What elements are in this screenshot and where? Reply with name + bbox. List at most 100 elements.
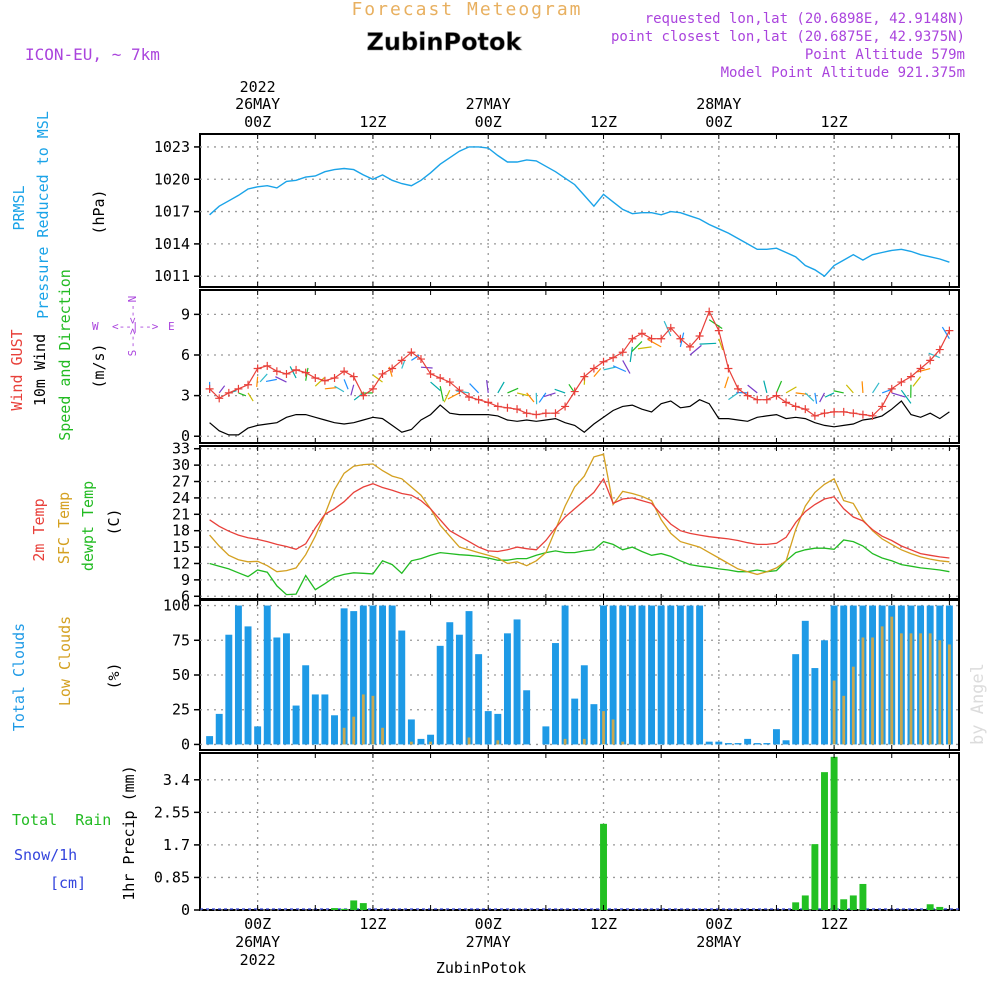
y-tick-label: 6 xyxy=(181,587,190,605)
wind-titles: Wind GUST 10m Wind Speed and Direction (… xyxy=(8,269,175,441)
wind-gust-point xyxy=(465,392,474,401)
total-cloud-bar xyxy=(234,605,242,745)
bottom-year-label: 2022 xyxy=(240,951,276,969)
total-cloud-bar xyxy=(801,620,809,745)
wind-gust-point xyxy=(426,369,435,378)
snow-title: Snow/1h xyxy=(14,846,77,864)
wind-gust-point xyxy=(455,386,464,395)
wind-gust-point xyxy=(637,329,646,338)
wind-gust-point xyxy=(205,384,214,393)
y-tick-label: 0 xyxy=(181,735,190,753)
wind-gust-point xyxy=(349,372,358,381)
wind-direction-arrow xyxy=(305,367,309,381)
wind-direction-arrow xyxy=(728,392,739,401)
pressure-title-2: Pressure Reduced to MSL xyxy=(34,111,52,319)
wind-10m-title: 10m Wind xyxy=(31,334,49,406)
wind-gust-point xyxy=(330,374,339,383)
top-hour-label: 12Z xyxy=(821,113,848,131)
footer-location: ZubinPotok xyxy=(436,959,526,977)
wind-gust-point xyxy=(484,398,493,407)
wind-direction-arrow xyxy=(861,381,864,393)
top-day-label: 27MAY xyxy=(466,95,511,113)
total-cloud-bar xyxy=(628,605,636,745)
wind-gust-point xyxy=(801,405,810,414)
wind-gust-point xyxy=(301,368,310,377)
wind-gust-point xyxy=(311,374,320,383)
wind-gust-point xyxy=(292,365,301,374)
wind-panel xyxy=(199,289,960,444)
total-cloud-bar xyxy=(523,690,531,745)
wind-10m-line xyxy=(209,399,950,436)
wind-direction-arrow xyxy=(275,376,287,383)
y-tick-label: 50 xyxy=(172,666,190,684)
low-cloud-bar xyxy=(352,716,356,745)
total-cloud-bar xyxy=(244,626,252,745)
low-cloud-bar xyxy=(611,719,615,745)
wind-direction-arrow xyxy=(486,379,489,393)
wind-gust-line xyxy=(209,310,950,417)
low-cloud-bar xyxy=(602,711,605,745)
wind-direction-arrow xyxy=(663,320,672,337)
bottom-day-label: 27MAY xyxy=(466,933,511,951)
wind-gust-point xyxy=(714,326,723,335)
wind-direction-arrow xyxy=(699,342,717,345)
total-cloud-bar xyxy=(600,605,607,745)
y-tick-label: 21 xyxy=(172,505,190,523)
sfc-temp-line xyxy=(209,453,950,576)
y-tick-label: 100 xyxy=(163,597,190,615)
top-hour-label: 00Z xyxy=(475,113,502,131)
total-cloud-bar xyxy=(657,605,665,745)
temperature-unit: (C) xyxy=(105,508,123,535)
wind-direction-arrow xyxy=(689,344,702,356)
wind-direction-arrow xyxy=(543,392,556,398)
y-tick-label: 2.55 xyxy=(154,803,190,821)
low-cloud-bar xyxy=(429,741,432,745)
wind-gust-point xyxy=(782,398,791,407)
total-cloud-bar xyxy=(696,605,704,745)
pressure-title-1: PRMSL xyxy=(10,185,28,230)
wind-gust-point xyxy=(378,369,387,378)
wind-gust-point xyxy=(580,372,589,381)
wind-direction-arrow xyxy=(824,392,835,398)
total-cloud-bar xyxy=(455,634,463,745)
axes-layer: 1011101410171020102303696912151821242730… xyxy=(154,134,950,919)
total-cloud-bar xyxy=(446,622,454,745)
wind-direction-arrow xyxy=(538,392,547,403)
wind-direction-arrow xyxy=(526,392,535,403)
closest-coords: point closest lon,lat (20.6875E, 42.9375… xyxy=(611,29,965,45)
rain-bar xyxy=(821,772,828,910)
bottom-hour-label: 00Z xyxy=(244,915,271,933)
wind-gust-point xyxy=(340,367,349,376)
wind-gust-point xyxy=(810,411,819,420)
wind-direction-arrow xyxy=(314,377,325,387)
total-cloud-bar xyxy=(734,743,742,745)
total-cloud-bar xyxy=(206,736,214,745)
wind-direction-arrow xyxy=(430,381,441,392)
wind-gust-point xyxy=(609,353,618,362)
wind-gust-point xyxy=(935,345,944,354)
y-tick-label: 25 xyxy=(172,701,190,719)
total-rain-title: Total Rain xyxy=(12,811,111,829)
pressure-unit: (hPa) xyxy=(90,189,108,234)
total-cloud-bar xyxy=(561,605,569,745)
wind-direction-arrow xyxy=(622,360,631,374)
wind-direction-arrow xyxy=(343,379,349,390)
wind-direction-arrow xyxy=(872,382,880,394)
low-cloud-bar xyxy=(467,737,471,745)
wind-direction-arrow xyxy=(256,376,259,388)
total-cloud-bar xyxy=(609,605,617,745)
low-cloud-bar xyxy=(563,738,567,745)
pressure-titles: PRMSL Pressure Reduced to MSL (hPa) xyxy=(10,111,108,319)
wind-gust-point xyxy=(820,409,829,418)
low-cloud-bar xyxy=(342,727,346,745)
wind-gust-point xyxy=(916,364,925,373)
y-tick-label: 9 xyxy=(181,305,190,323)
wind-direction-arrow xyxy=(516,392,529,397)
wind-gust-point xyxy=(849,409,858,418)
wind-direction-arrow xyxy=(497,381,505,394)
wind-gust-point xyxy=(868,411,877,420)
wind-direction-arrow xyxy=(334,385,345,393)
total-cloud-bar xyxy=(590,704,598,745)
wind-gust-point xyxy=(599,357,608,366)
dewpt-line xyxy=(209,539,950,596)
